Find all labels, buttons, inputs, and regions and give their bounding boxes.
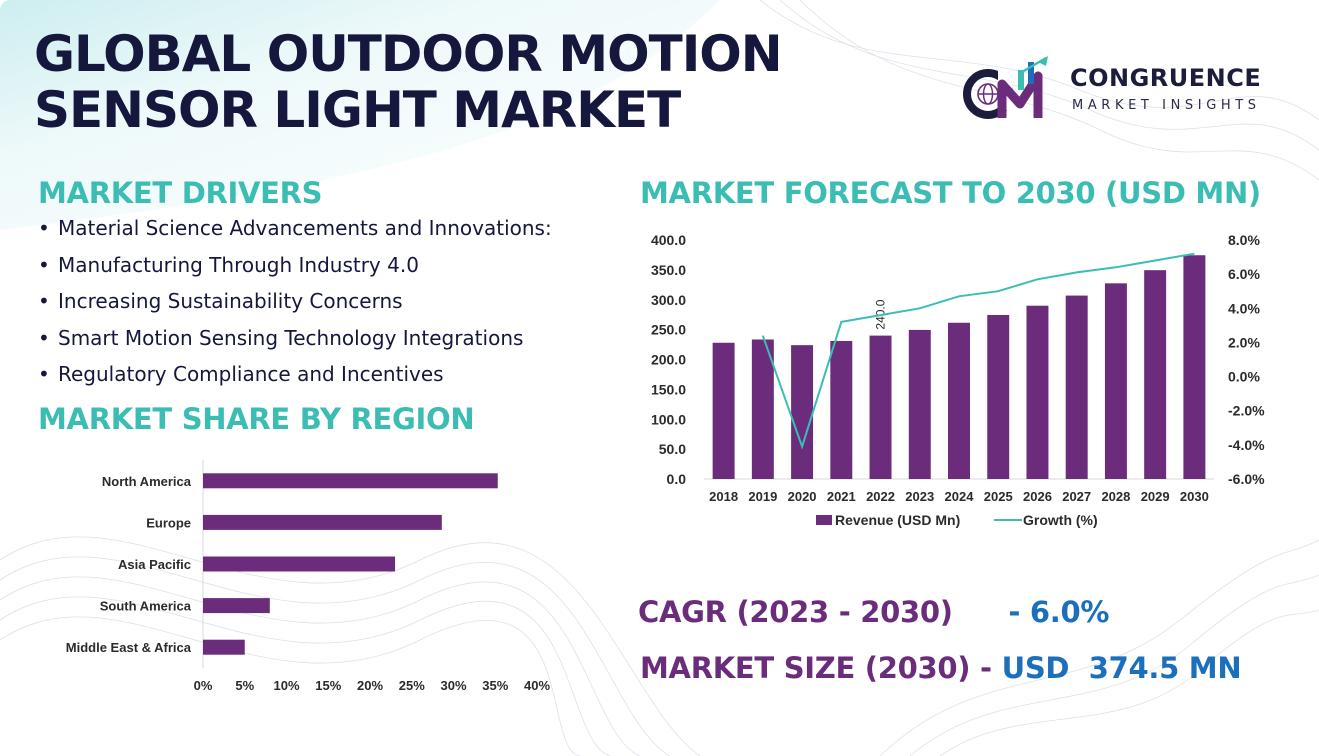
forecast-right-tick-label: 0.0% — [1228, 369, 1260, 385]
forecast-revenue-bar — [1104, 283, 1127, 479]
forecast-year-label: 2019 — [748, 489, 777, 504]
forecast-year-label: 2028 — [1101, 489, 1130, 504]
region-tick-label: 5% — [235, 678, 254, 693]
cagr-kpi: CAGR (2023 - 2030) - 6.0% — [638, 595, 1109, 629]
region-tick-label: 10% — [273, 678, 299, 693]
company-logo: CONGRUENCE MARKET INSIGHTS — [962, 50, 1292, 130]
market-size-kpi: MARKET SIZE (2030) - USD 374.5 MN — [640, 651, 1242, 685]
forecast-right-tick-label: -4.0% — [1228, 437, 1265, 453]
forecast-left-tick-label: 400.0 — [651, 232, 686, 248]
forecast-revenue-bar — [1026, 305, 1049, 479]
forecast-year-label: 2024 — [945, 489, 975, 504]
region-bar — [203, 514, 442, 530]
forecast-revenue-bar — [791, 345, 814, 479]
page-title: GLOBAL OUTDOOR MOTION SENSOR LIGHT MARKE… — [34, 26, 834, 138]
region-tick-label: 30% — [440, 678, 466, 693]
forecast-revenue-bar — [1065, 295, 1088, 479]
region-heading: MARKET SHARE BY REGION — [38, 402, 475, 436]
legend-revenue-swatch — [816, 515, 832, 525]
cagr-label: CAGR (2023 - 2030) — [638, 595, 953, 629]
forecast-year-label: 2026 — [1023, 489, 1052, 504]
region-share-chart: North America Europe Asia Pacific South Ame… — [66, 460, 550, 693]
forecast-left-tick-label: 150.0 — [651, 381, 686, 397]
cm-globe-bars-logo-icon — [963, 56, 1048, 119]
region-tick-label: 20% — [357, 678, 383, 693]
forecast-year-label: 2022 — [866, 489, 895, 504]
forecast-left-tick-label: 50.0 — [659, 441, 686, 457]
driver-item: Material Science Advancements and Innova… — [38, 214, 628, 251]
driver-item: Smart Motion Sensing Technology Integrat… — [38, 324, 628, 361]
cagr-separator: - — [1008, 595, 1021, 629]
cagr-value: 6.0% — [1029, 595, 1110, 629]
logo-name: CONGRUENCE — [1070, 64, 1262, 92]
driver-item: Manufacturing Through Industry 4.0 — [38, 251, 628, 288]
forecast-year-label: 2030 — [1180, 489, 1209, 504]
forecast-year-label: 2021 — [827, 489, 856, 504]
forecast-chart: 0.0 50.0 100.0 150.0 200.0 250.0 300.0 350.0 400… — [651, 232, 1265, 528]
forecast-year-label: 2029 — [1141, 489, 1170, 504]
region-bar — [203, 556, 396, 572]
forecast-revenue-bar — [830, 340, 853, 479]
forecast-right-tick-label: -6.0% — [1228, 471, 1265, 487]
region-tick-label: 15% — [315, 678, 341, 693]
forecast-year-label: 2025 — [984, 489, 1013, 504]
forecast-growth-line — [761, 252, 1195, 450]
legend-growth-label: Growth (%) — [1023, 512, 1098, 528]
driver-item: Regulatory Compliance and Incentives — [38, 360, 628, 397]
forecast-year-label: 2023 — [905, 489, 934, 504]
region-category-label: Middle East & Africa — [66, 640, 192, 655]
forecast-right-tick-label: 8.0% — [1228, 232, 1260, 248]
region-bar — [203, 639, 245, 655]
forecast-year-label: 2020 — [788, 489, 817, 504]
forecast-revenue-bar — [948, 322, 970, 479]
forecast-left-tick-label: 350.0 — [651, 262, 686, 278]
driver-item: Increasing Sustainability Concerns — [38, 287, 628, 324]
region-tick-label: 25% — [399, 678, 425, 693]
forecast-left-tick-label: 300.0 — [651, 292, 686, 308]
region-bar — [203, 598, 270, 614]
region-category-label: Europe — [146, 515, 191, 530]
market-size-separator: - — [980, 651, 992, 685]
page-title-line2: SENSOR LIGHT MARKET — [34, 81, 681, 139]
forecast-revenue-bar — [1183, 255, 1206, 479]
forecast-right-tick-label: 6.0% — [1228, 266, 1260, 282]
legend-revenue-label: Revenue (USD Mn) — [835, 512, 960, 528]
forecast-left-tick-label: 100.0 — [651, 411, 686, 427]
region-tick-label: 40% — [524, 678, 550, 693]
forecast-year-label: 2018 — [709, 489, 738, 504]
forecast-revenue-bar — [869, 335, 892, 479]
forecast-year-label: 2027 — [1062, 489, 1091, 504]
forecast-left-tick-label: 0.0 — [667, 471, 687, 487]
forecast-heading: MARKET FORECAST TO 2030 (USD MN) — [640, 176, 1261, 210]
drivers-heading: MARKET DRIVERS — [38, 176, 323, 210]
region-tick-label: 35% — [482, 678, 508, 693]
region-category-label: Asia Pacific — [118, 557, 191, 572]
forecast-revenue-bar — [1144, 270, 1167, 479]
forecast-right-tick-label: 4.0% — [1228, 300, 1260, 316]
region-tick-label: 0% — [194, 678, 213, 693]
region-category-label: North America — [102, 474, 192, 489]
forecast-revenue-bar — [751, 339, 774, 479]
forecast-revenue-bar — [987, 314, 1010, 479]
market-size-value: USD 374.5 MN — [1001, 651, 1242, 685]
forecast-left-tick-label: 250.0 — [651, 322, 686, 338]
region-category-label: South America — [100, 599, 192, 614]
region-bar — [203, 473, 498, 489]
forecast-revenue-bar — [908, 329, 931, 479]
forecast-left-tick-label: 200.0 — [651, 352, 686, 368]
forecast-right-tick-label: 2.0% — [1228, 334, 1260, 350]
forecast-right-tick-label: -2.0% — [1228, 403, 1265, 419]
forecast-revenue-bar — [712, 342, 735, 479]
page-title-line1: GLOBAL OUTDOOR MOTION — [34, 25, 783, 83]
logo-tagline: MARKET INSIGHTS — [1072, 98, 1261, 113]
market-size-label: MARKET SIZE (2030) — [640, 651, 971, 685]
drivers-list: Material Science Advancements and Innova… — [38, 214, 628, 397]
